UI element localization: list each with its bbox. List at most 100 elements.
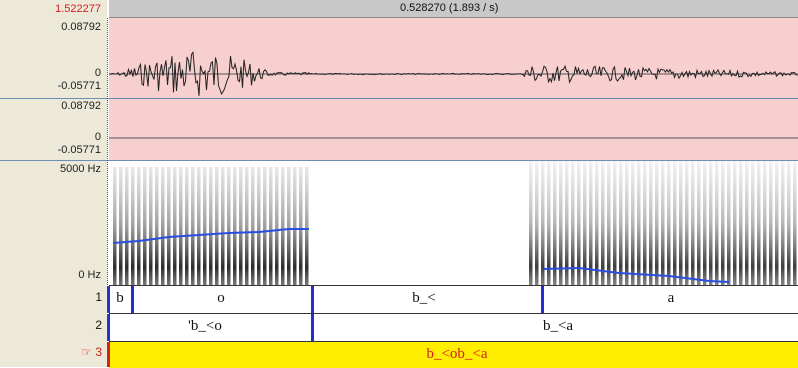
tier-2-number: 2	[95, 318, 102, 332]
time-header[interactable]	[109, 0, 798, 18]
tier-1-boundary[interactable]	[541, 286, 544, 313]
tier-1-number: 1	[95, 290, 102, 304]
spectral-band	[613, 161, 617, 285]
spectral-band	[275, 167, 279, 285]
spectral-band	[257, 167, 261, 285]
spectral-band	[209, 167, 213, 285]
spectral-band	[547, 161, 551, 285]
tier-1-boundary[interactable]	[311, 286, 314, 313]
spectrogram-svg	[112, 161, 797, 285]
spectral-band	[619, 161, 623, 285]
spectral-band	[565, 161, 569, 285]
wave2-zero: 0	[94, 131, 101, 143]
tier-1-interval[interactable]: b_<	[412, 290, 436, 306]
spectral-band	[661, 161, 665, 285]
spectral-band	[787, 161, 791, 285]
spectral-band	[679, 161, 683, 285]
spectral-band	[739, 161, 743, 285]
wave2-max: 0.08792	[61, 100, 101, 112]
spectral-band	[655, 161, 659, 285]
spectral-band	[607, 161, 611, 285]
spectral-band	[143, 167, 147, 285]
pitch-contour-1	[112, 228, 309, 244]
spectral-band	[667, 161, 671, 285]
wave1-zero: 0	[94, 67, 101, 79]
wave1-min: -0.05771	[57, 80, 101, 92]
spectrogram-vowel-o	[113, 167, 309, 285]
spectral-band	[119, 167, 123, 285]
spectral-band	[293, 167, 297, 285]
spectral-band	[251, 167, 255, 285]
spectral-band	[281, 167, 285, 285]
tier-2-interval[interactable]: b_<a	[542, 318, 574, 334]
spectral-band	[125, 167, 129, 285]
wave2-min: -0.05771	[57, 144, 101, 156]
pointing-hand-icon: ☞	[81, 345, 92, 359]
spec-top-freq: 5000 Hz	[60, 163, 101, 175]
spectral-band	[751, 161, 755, 285]
spectral-band	[131, 167, 135, 285]
spectral-band	[227, 167, 231, 285]
spectral-band	[571, 161, 575, 285]
tier-3-boundary[interactable]	[107, 342, 110, 367]
spectral-band	[697, 161, 701, 285]
divider	[0, 98, 798, 99]
spectral-band	[637, 161, 641, 285]
spectral-band	[715, 161, 719, 285]
spectral-band	[197, 167, 201, 285]
tier-1[interactable]	[109, 285, 798, 313]
spectral-band	[203, 167, 207, 285]
spectrogram[interactable]	[109, 161, 798, 285]
waveform-1-svg	[109, 51, 798, 96]
tier-3-number-text: 3	[95, 345, 102, 359]
spectral-band	[769, 161, 773, 285]
waveform-trace	[109, 51, 798, 96]
spectral-band	[595, 161, 599, 285]
spectral-band	[625, 161, 629, 285]
tier-2[interactable]	[109, 313, 798, 341]
spectral-band	[775, 161, 779, 285]
spectral-band	[643, 161, 647, 285]
tier-1-boundary[interactable]	[107, 286, 110, 313]
spectral-band	[793, 161, 797, 285]
spectral-band	[589, 161, 593, 285]
tier-3-number: ☞ 3	[0, 345, 102, 359]
waveform-channel-1[interactable]	[109, 18, 798, 98]
spectral-band	[763, 161, 767, 285]
tier-1-interval[interactable]: o	[217, 290, 225, 306]
tier-1-interval[interactable]: b	[116, 290, 124, 306]
spectral-band	[673, 161, 677, 285]
waveform-2-svg	[109, 137, 798, 139]
spectral-band	[269, 167, 273, 285]
left-axis-panel	[0, 0, 107, 367]
divider	[0, 160, 798, 161]
waveform-channel-2[interactable]	[109, 99, 798, 160]
spectral-band	[553, 161, 557, 285]
tier-2-boundary[interactable]	[311, 314, 314, 341]
spec-bottom-freq: 0 Hz	[78, 269, 101, 281]
selection-duration: 0.528270 (1.893 / s)	[400, 2, 499, 14]
spectral-band	[757, 161, 761, 285]
spectral-band	[149, 167, 153, 285]
spectral-band	[179, 167, 183, 285]
spectral-band	[601, 161, 605, 285]
spectral-band	[299, 167, 303, 285]
tier-2-boundary[interactable]	[107, 314, 110, 341]
spectral-band	[649, 161, 653, 285]
spectral-band	[703, 161, 707, 285]
spectral-band	[113, 167, 117, 285]
tier-1-interval[interactable]: a	[667, 290, 675, 306]
tier-3[interactable]	[109, 341, 798, 368]
spectral-band	[781, 161, 785, 285]
spectral-band	[745, 161, 749, 285]
spectral-band	[155, 167, 159, 285]
spectral-band	[721, 161, 725, 285]
spectral-band	[239, 167, 243, 285]
spectral-band	[559, 161, 563, 285]
tier-3-interval[interactable]: b_<ob_<a	[426, 346, 488, 362]
spectral-band	[215, 167, 219, 285]
tier-2-interval[interactable]: 'b_<o	[188, 318, 222, 334]
spectral-band	[191, 167, 195, 285]
tier-1-boundary[interactable]	[131, 286, 134, 313]
cursor-line[interactable]	[107, 18, 108, 343]
